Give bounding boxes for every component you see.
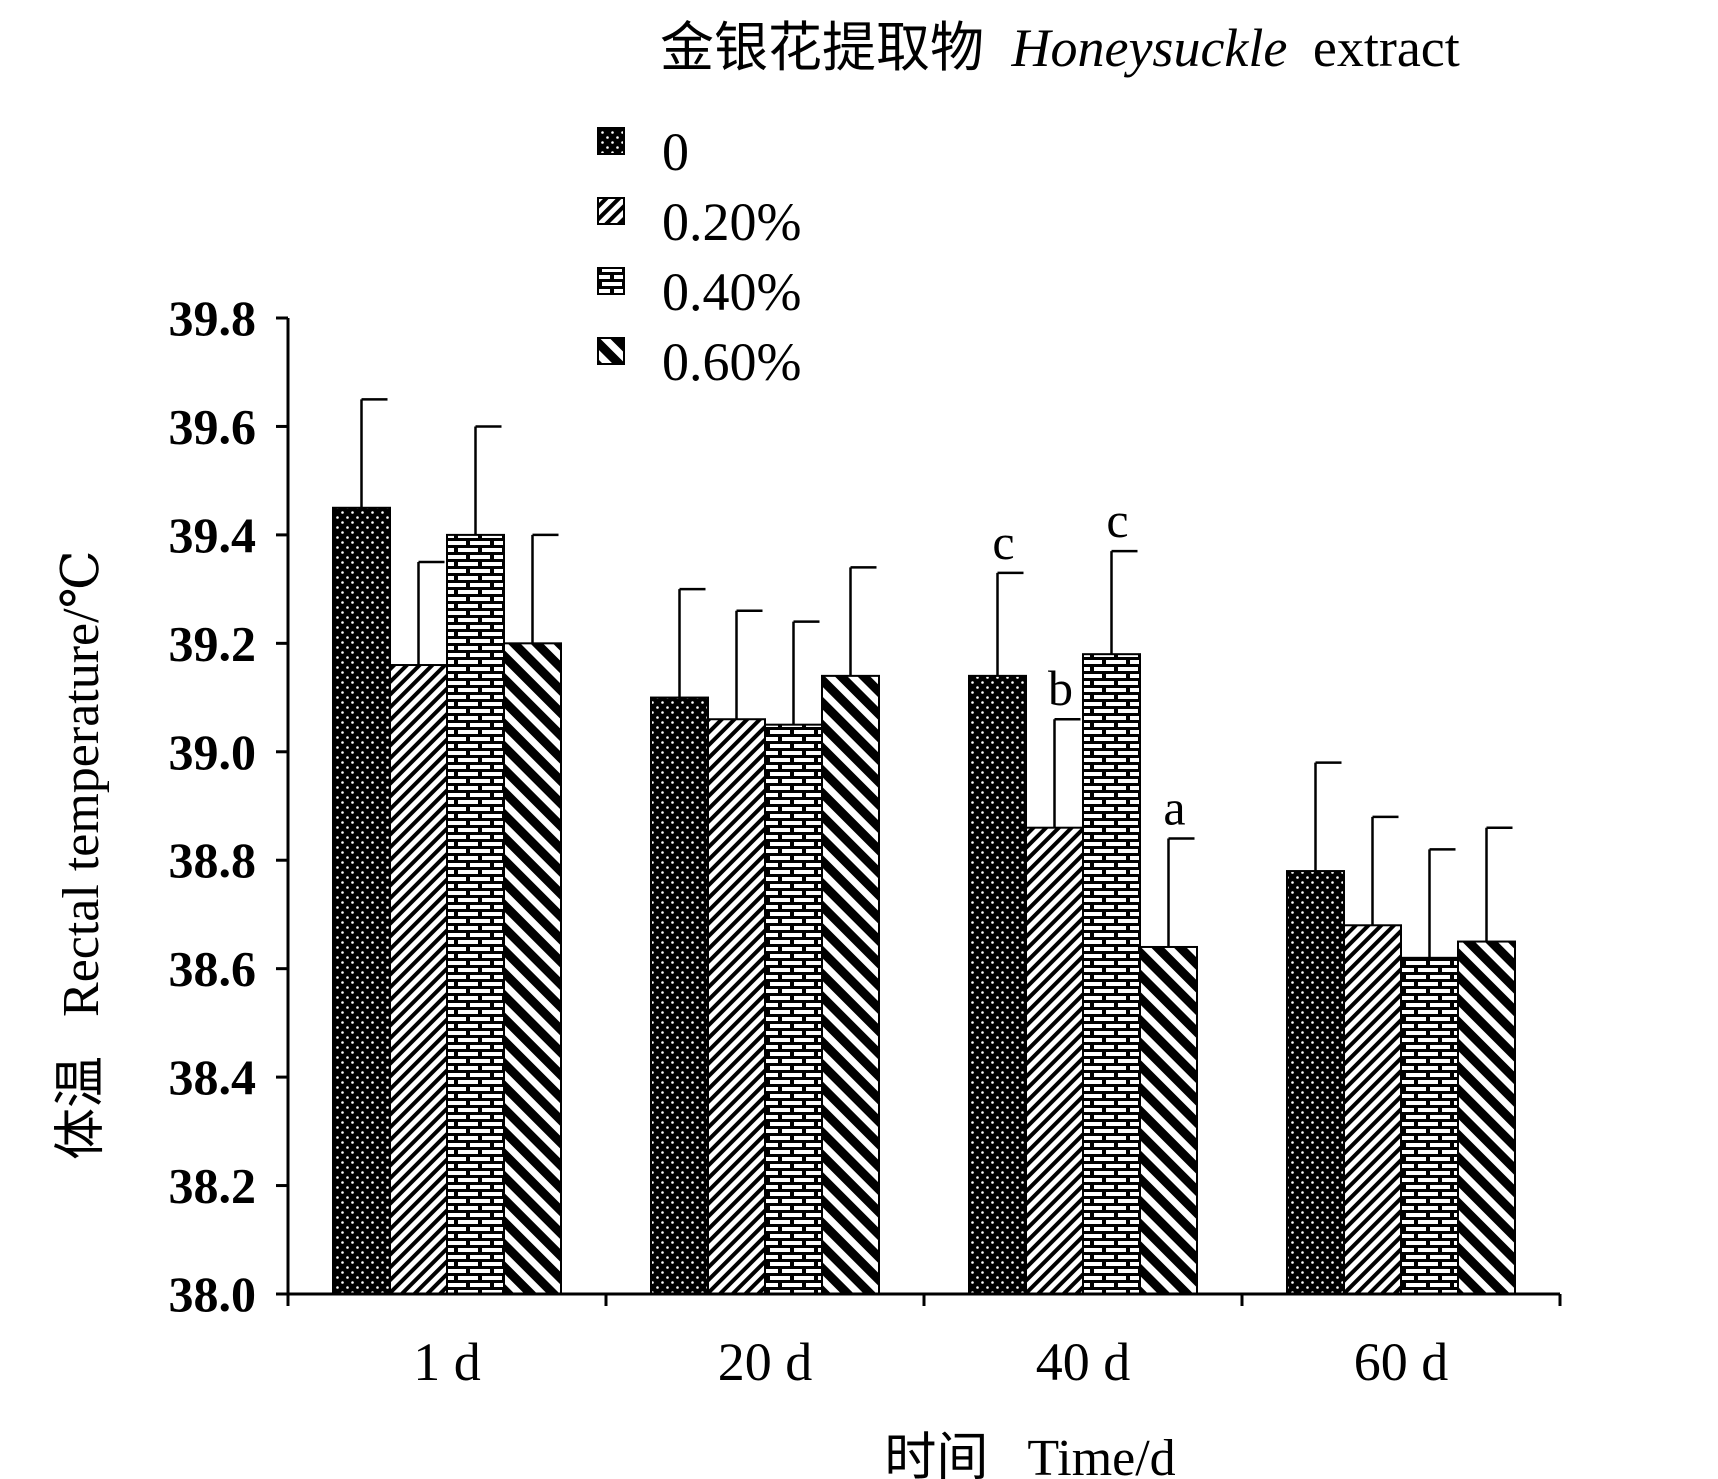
bar <box>332 506 391 1295</box>
y-tick-label: 39.4 <box>169 507 257 563</box>
x-axis-title-cn: 时间 <box>884 1430 988 1479</box>
y-tick-label: 39.0 <box>169 724 257 780</box>
y-axis-title: 体温 Rectal temperature/℃ <box>53 550 110 1160</box>
legend-title-en: extract <box>1313 18 1460 78</box>
significance-label: c <box>992 514 1014 570</box>
legend-swatch <box>597 267 625 295</box>
x-axis-title: 时间 Time/d <box>884 1430 1175 1479</box>
y-tick-label: 38.6 <box>169 941 257 997</box>
x-tick-label: 40 d <box>1036 1332 1131 1392</box>
legend-title-en-italic: Honeysuckle <box>1011 18 1288 78</box>
bar <box>1457 940 1516 1295</box>
y-tick-label: 38.8 <box>169 832 257 888</box>
bar <box>968 674 1027 1295</box>
bar <box>503 642 562 1295</box>
significance-label: b <box>1048 660 1073 716</box>
bar <box>707 718 766 1295</box>
legend-swatch <box>597 337 625 365</box>
bar <box>1286 870 1345 1295</box>
legend-title-cn: 金银花提取物 <box>660 18 984 78</box>
bar <box>1139 945 1198 1295</box>
bars: c b c a <box>332 398 1516 1295</box>
significance-label: a <box>1163 780 1185 836</box>
x-tick-label: 20 d <box>718 1332 813 1392</box>
bar <box>1025 826 1084 1295</box>
y-axis-title-cn: 体温 <box>53 1056 110 1160</box>
legend: 0 0.20% 0.40% 0.60% <box>597 122 801 392</box>
bar <box>1343 924 1402 1295</box>
legend-label: 0 <box>662 122 689 182</box>
legend-title: 金银花提取物 Honeysuckle extract <box>660 18 1460 78</box>
bar <box>446 533 505 1295</box>
bar <box>764 723 823 1295</box>
y-axis: 38.0 38.2 38.4 38.6 38.8 39.0 39.2 39.4 39.6 39.8 <box>169 290 290 1322</box>
bar <box>821 674 880 1295</box>
legend-swatch <box>597 197 625 225</box>
y-tick-label: 38.2 <box>169 1158 257 1214</box>
legend-label: 0.20% <box>662 192 801 252</box>
bar <box>389 664 448 1295</box>
y-tick-label: 39.2 <box>169 615 257 671</box>
y-tick-label: 38.0 <box>169 1266 257 1322</box>
legend-label: 0.40% <box>662 262 801 322</box>
legend-swatch <box>597 127 625 155</box>
x-tick-label: 1 d <box>413 1332 481 1392</box>
x-axis: 1 d 20 d 40 d 60 d <box>286 1292 1562 1392</box>
y-tick-label: 38.4 <box>169 1049 257 1105</box>
bar <box>650 696 709 1295</box>
significance-label: c <box>1106 492 1128 548</box>
y-tick-label: 39.8 <box>169 290 257 346</box>
bar <box>1400 956 1459 1295</box>
y-tick-label: 39.6 <box>169 398 257 454</box>
y-axis-title-en: Rectal temperature/℃ <box>53 550 110 1017</box>
x-axis-title-en: Time/d <box>1027 1430 1175 1479</box>
x-tick-label: 60 d <box>1354 1332 1449 1392</box>
legend-label: 0.60% <box>662 332 801 392</box>
bar <box>1082 653 1141 1295</box>
